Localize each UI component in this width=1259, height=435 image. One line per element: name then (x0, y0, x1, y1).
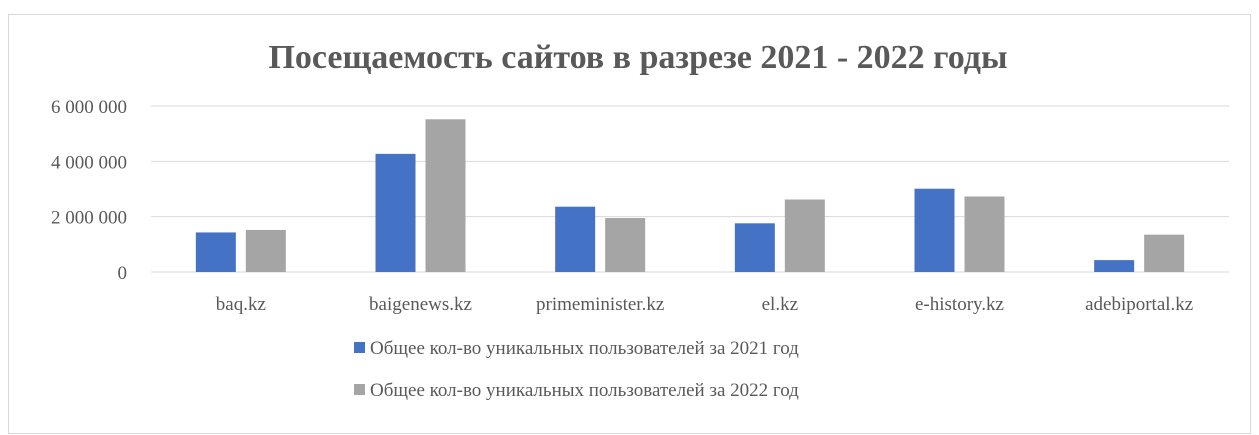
y-tick-label: 6 000 000 (51, 97, 127, 118)
y-tick-label: 4 000 000 (51, 152, 127, 173)
bar-el.kz-series-2 (784, 199, 825, 272)
bar-baq.kz-series-1 (195, 232, 236, 272)
bar-chart: Посещаемость сайтов в разрезе 2021 - 202… (51, 39, 1229, 401)
bar-adebiportal.kz-series-1 (1094, 260, 1135, 272)
bar-baigenews.kz-series-2 (425, 119, 466, 272)
bar-e-history.kz-series-1 (914, 188, 955, 272)
legend-label: Общее кол-во уникальных пользователей за… (370, 338, 799, 359)
bar-primeminister.kz-series-1 (555, 206, 596, 272)
legend-swatch (354, 342, 365, 353)
x-tick-label: baq.kz (216, 294, 266, 315)
bar-baigenews.kz-series-1 (375, 153, 416, 272)
legend: Общее кол-во уникальных пользователей за… (354, 338, 799, 401)
x-axis-ticks: baq.kz baigenews.kz primeminister.kz el.kz e… (216, 294, 1193, 315)
x-tick-label: primeminister.kz (536, 294, 664, 315)
x-tick-label: el.kz (762, 294, 798, 315)
bar-primeminister.kz-series-2 (605, 218, 646, 272)
bar-adebiportal.kz-series-2 (1144, 234, 1185, 272)
y-tick-label: 2 000 000 (51, 208, 127, 229)
x-tick-label: adebiportal.kz (1085, 294, 1193, 315)
y-axis-ticks: 0 2 000 000 4 000 000 6 000 000 (51, 97, 127, 284)
chart-title: Посещаемость сайтов в разрезе 2021 - 202… (268, 39, 1007, 76)
bar-el.kz-series-1 (734, 223, 775, 272)
x-tick-label: e-history.kz (915, 294, 1004, 315)
bar-e-history.kz-series-2 (964, 196, 1005, 272)
chart-frame: Посещаемость сайтов в разрезе 2021 - 202… (8, 14, 1251, 434)
legend-swatch (354, 384, 365, 395)
x-tick-label: baigenews.kz (369, 294, 472, 315)
y-tick-label: 0 (118, 263, 128, 284)
gridlines (151, 105, 1229, 273)
bars (195, 119, 1185, 272)
bar-baq.kz-series-2 (245, 229, 286, 272)
legend-label: Общее кол-во уникальных пользователей за… (370, 380, 799, 401)
